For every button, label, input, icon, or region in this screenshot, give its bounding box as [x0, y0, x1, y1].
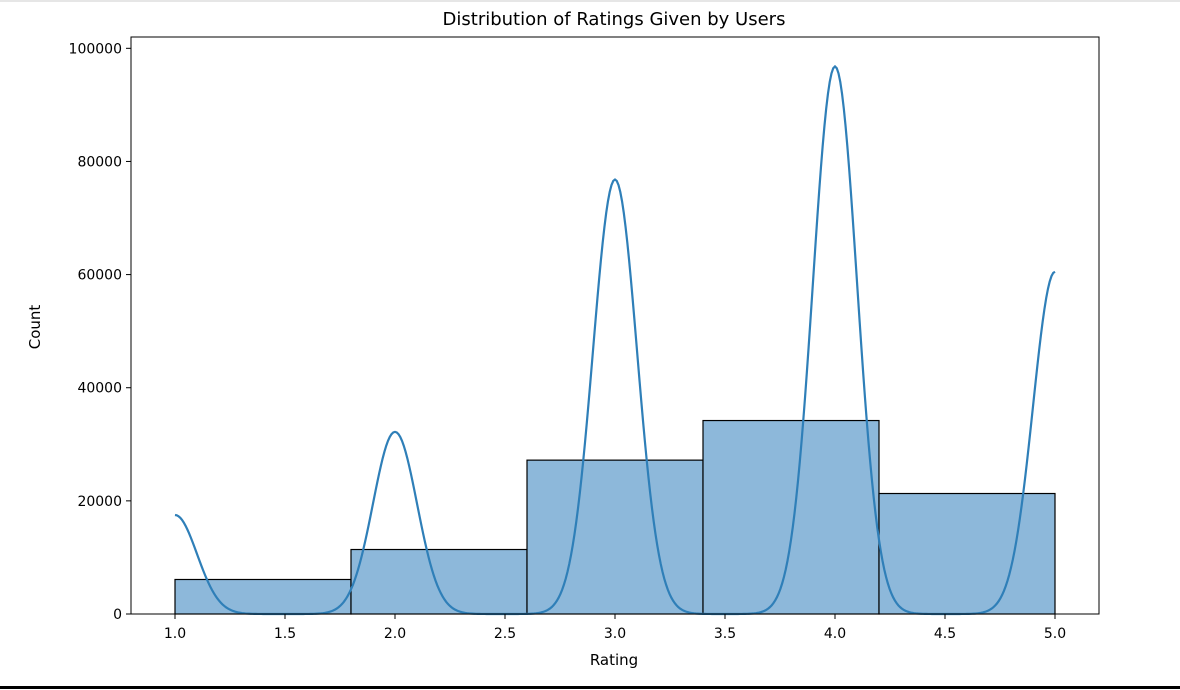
x-tick-label: 3.0	[604, 626, 626, 642]
histogram-bars	[174, 419, 1056, 615]
x-tick-label: 4.0	[824, 626, 846, 642]
x-tick-label: 2.0	[384, 626, 406, 642]
kde-curve-group	[174, 64, 1056, 616]
bottom-border	[0, 686, 1180, 689]
y-tick-label: 20000	[77, 494, 122, 510]
histogram-bar-4	[702, 419, 880, 615]
x-tick-label: 3.5	[714, 626, 736, 642]
x-tick-label: 2.5	[494, 626, 516, 642]
kde-curve	[174, 64, 1056, 616]
y-tick-label: 40000	[77, 381, 122, 397]
y-tick-label: 60000	[77, 268, 122, 284]
y-tick-label: 0	[113, 607, 122, 623]
histogram-bar-3	[526, 459, 704, 615]
histogram-bar-2	[350, 548, 528, 615]
y-axis-label: Count	[26, 305, 44, 350]
histogram-bar-5	[878, 492, 1056, 615]
x-axis-label: Rating	[590, 651, 638, 669]
x-tick-label: 1.5	[274, 626, 296, 642]
y-tick-label: 100000	[69, 41, 122, 57]
chart-title: Distribution of Ratings Given by Users	[443, 9, 786, 30]
y-axis: 0 20000 40000 60000 80000 100000	[69, 41, 131, 623]
x-tick-label: 4.5	[934, 626, 956, 642]
x-tick-label: 5.0	[1044, 626, 1066, 642]
y-tick-label: 80000	[77, 154, 122, 170]
x-tick-label: 1.0	[164, 626, 186, 642]
x-axis: 1.0 1.5 2.0 2.5 3.0 3.5 4.0 4.5 5.0	[164, 614, 1066, 642]
top-border	[0, 0, 1180, 2]
histogram-bar-1	[174, 578, 352, 615]
